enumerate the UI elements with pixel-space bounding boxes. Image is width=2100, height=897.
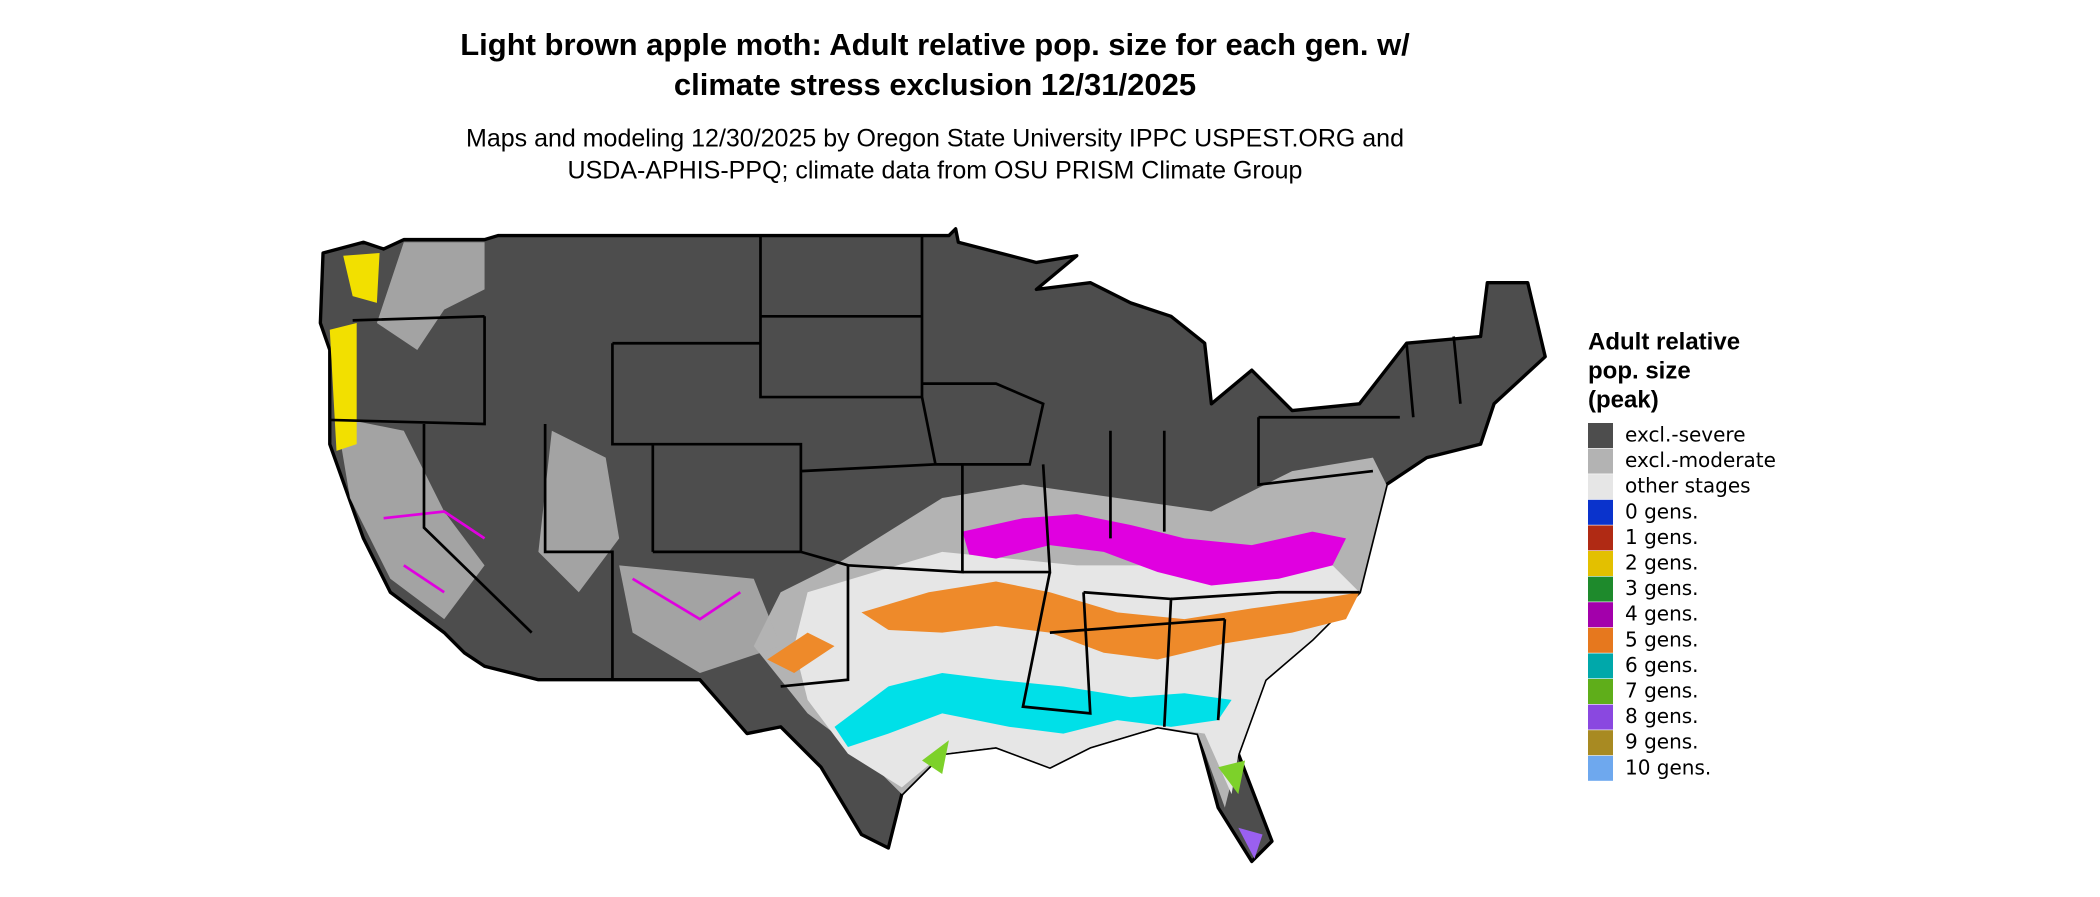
legend-swatch — [1588, 423, 1613, 448]
legend-label: 9 gens. — [1625, 730, 1699, 754]
gen6-band — [834, 673, 1232, 748]
legend-label: 0 gens. — [1625, 499, 1699, 523]
gen4-west — [383, 510, 742, 621]
legend-label: excl.-severe — [1625, 423, 1746, 447]
gen4-band — [962, 514, 1346, 586]
gen2-band — [329, 253, 380, 451]
west-moderate — [336, 242, 781, 673]
legend-swatch — [1588, 704, 1613, 730]
gen5-band — [767, 581, 1360, 673]
legend-label: 2 gens. — [1625, 551, 1699, 575]
legend-swatch — [1588, 653, 1613, 679]
legend-label: 5 gens. — [1625, 627, 1699, 651]
legend-swatch — [1588, 474, 1613, 500]
legend-swatch — [1588, 755, 1613, 781]
legend-label: 1 gens. — [1625, 525, 1699, 549]
legend-label: excl.-moderate — [1625, 448, 1776, 472]
legend-swatch — [1588, 679, 1613, 704]
subtitle: USDA-APHIS-PPQ; climate data from OSU PR… — [568, 157, 1303, 185]
legend-swatch — [1588, 551, 1613, 576]
legend-label: other stages — [1625, 474, 1751, 498]
legend-label: 4 gens. — [1625, 602, 1699, 626]
legend-label: 8 gens. — [1625, 704, 1699, 728]
legend-swatch — [1588, 448, 1613, 474]
legend-label: 3 gens. — [1625, 576, 1699, 600]
legend-swatch — [1588, 602, 1613, 628]
legend-label: 6 gens. — [1625, 653, 1699, 677]
legend-swatch — [1588, 576, 1613, 602]
legend-label: 10 gens. — [1625, 755, 1711, 779]
legend-title: Adult relative — [1588, 328, 1740, 355]
legend-label: 7 gens. — [1625, 679, 1699, 703]
legend-swatch — [1588, 499, 1613, 525]
title: climate stress exclusion 12/31/2025 — [674, 67, 1196, 102]
legend-title: (peak) — [1588, 386, 1659, 413]
gen8-patch — [1238, 827, 1263, 859]
legend-swatch — [1588, 730, 1613, 756]
title: Light brown apple moth: Adult relative p… — [460, 27, 1410, 62]
legend-swatch — [1588, 627, 1613, 653]
legend-title: pop. size — [1588, 357, 1691, 384]
us-map — [318, 227, 1547, 864]
subtitle: Maps and modeling 12/30/2025 by Oregon S… — [466, 125, 1404, 153]
legend-swatch — [1588, 525, 1613, 551]
state-borders — [329, 235, 1462, 727]
